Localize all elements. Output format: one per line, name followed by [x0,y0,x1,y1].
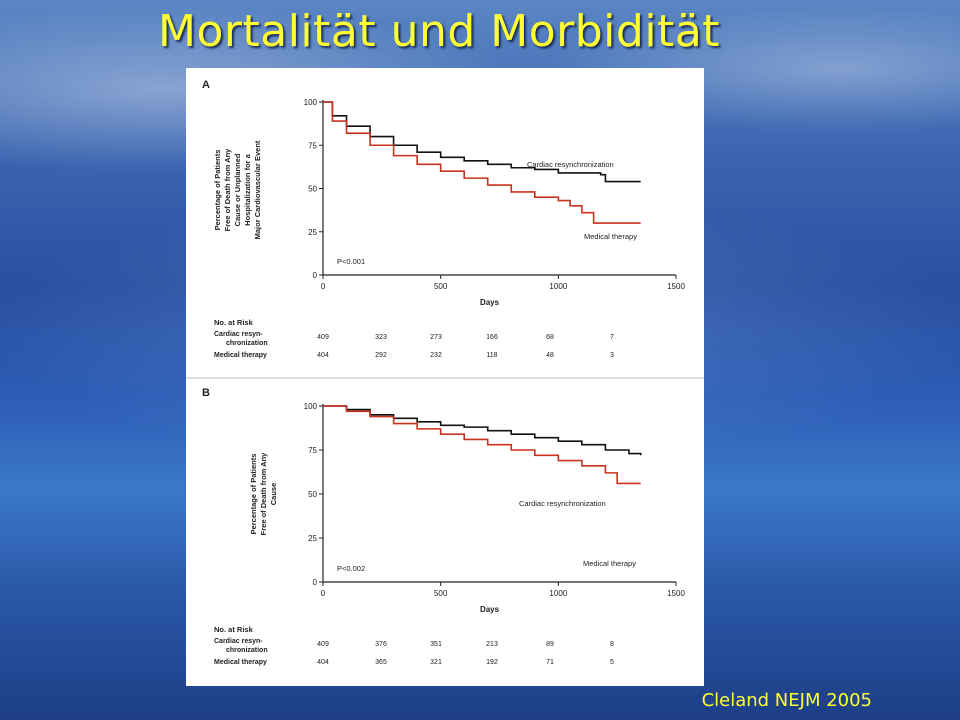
at-risk-value: 166 [486,334,498,341]
x-axis-label: Days [480,298,500,307]
at-risk-value: 3 [610,352,614,359]
y-tick-label: 100 [304,98,318,107]
series-line-crt [323,101,641,183]
at-risk-value: 48 [546,352,554,359]
at-risk-row-label-cont: chronization [226,340,268,347]
y-tick-label: 75 [308,446,317,455]
x-tick-label: 1500 [667,282,685,291]
at-risk-value: 71 [546,659,554,666]
at-risk-row-label: Cardiac resyn- [214,331,263,338]
x-tick-label: 1000 [549,589,567,598]
x-tick-label: 500 [434,282,448,291]
at-risk-value: 404 [317,659,329,666]
at-risk-value: 376 [375,641,387,648]
at-risk-value: 7 [610,334,614,341]
slide-title: Mortalität und Morbidität [158,6,721,57]
at-risk-value: 273 [430,334,442,341]
at-risk-row-label: Medical therapy [214,659,267,666]
series-label-medical: Medical therapy [584,232,637,241]
citation: Cleland NEJM 2005 [701,690,872,711]
at-risk-value: 404 [317,352,329,359]
y-tick-label: 50 [308,490,317,499]
at-risk-value: 213 [486,641,498,648]
at-risk-value: 232 [430,352,442,359]
at-risk-value: 192 [486,659,498,666]
at-risk-value: 323 [375,334,387,341]
panel-label: B [202,387,210,399]
at-risk-value: 5 [610,659,614,666]
at-risk-value: 351 [430,641,442,648]
y-tick-label: 0 [313,271,318,280]
series-line-medical [323,101,641,224]
km-figure: A 0 25 50 75 100 0 500 1000 1500 Days Percentage of… [186,68,704,686]
series-line-crt [323,405,642,456]
at-risk-header: No. at Risk [214,625,254,634]
p-value: P<0.001 [337,257,365,266]
panel-label: A [202,79,210,91]
y-tick-label: 25 [308,228,317,237]
x-axis-label: Days [480,605,500,614]
series-line-medical [323,405,641,485]
at-risk-row-label-cont: chronization [226,647,268,654]
p-value: P<0.002 [337,564,365,573]
x-tick-label: 0 [321,589,326,598]
at-risk-header: No. at Risk [214,318,254,327]
y-tick-label: 75 [308,141,317,150]
at-risk-value: 409 [317,641,329,648]
x-tick-label: 0 [321,282,326,291]
at-risk-value: 292 [375,352,387,359]
at-risk-value: 365 [375,659,387,666]
x-tick-label: 1000 [549,282,567,291]
y-tick-label: 0 [313,578,318,587]
y-tick-label: 100 [304,402,318,411]
x-tick-label: 500 [434,589,448,598]
at-risk-row-label: Cardiac resyn- [214,638,263,645]
y-axis-label: Percentage of PatientsFree of Death from… [213,140,262,239]
at-risk-value: 409 [317,334,329,341]
at-risk-value: 321 [430,659,442,666]
y-tick-label: 50 [308,185,317,194]
series-label-crt: Cardiac resynchronization [519,499,606,508]
at-risk-value: 89 [546,641,554,648]
y-tick-label: 25 [308,534,317,543]
at-risk-row-label: Medical therapy [214,352,267,359]
at-risk-value: 118 [486,352,497,359]
x-tick-label: 1500 [667,589,685,598]
series-label-crt: Cardiac resynchronization [527,160,614,169]
at-risk-value: 68 [546,334,554,341]
at-risk-value: 8 [610,641,614,648]
series-label-medical: Medical therapy [583,559,636,568]
y-axis-label: Percentage of PatientsFree of Death from… [249,452,278,535]
